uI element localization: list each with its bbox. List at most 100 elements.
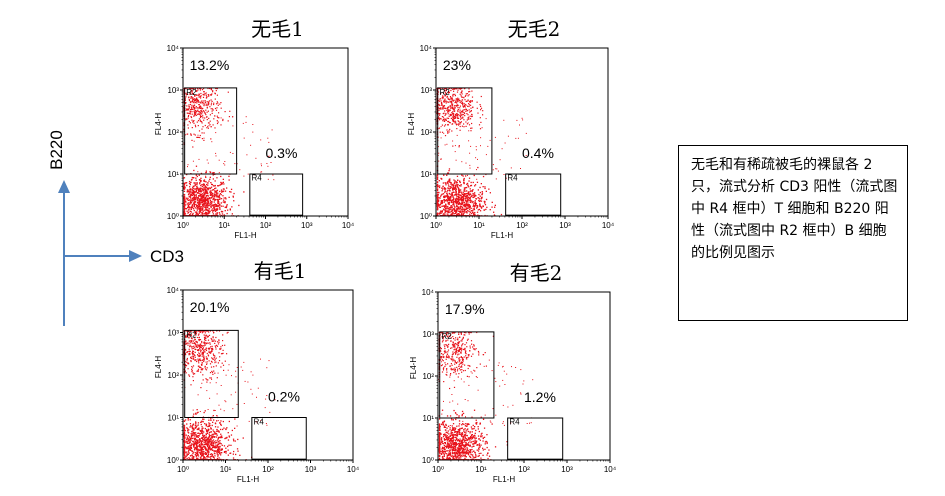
event-dot — [197, 354, 199, 356]
event-dot — [210, 87, 212, 90]
event-dot — [195, 422, 197, 424]
event-dot — [199, 194, 202, 196]
event-dot — [215, 440, 217, 442]
event-dot — [197, 101, 199, 103]
event-dot — [460, 203, 462, 205]
event-dot — [443, 209, 445, 211]
event-dot — [442, 95, 444, 97]
event-dot — [230, 444, 232, 446]
event-dot — [197, 171, 199, 173]
event-dot — [202, 379, 204, 381]
event-dot — [460, 92, 462, 94]
event-dot — [475, 157, 477, 159]
event-dot — [479, 128, 482, 130]
event-dot — [265, 398, 267, 400]
event-dot — [441, 409, 444, 411]
event-dot — [447, 117, 450, 119]
event-dot — [193, 107, 195, 109]
event-dot — [225, 206, 228, 209]
event-dot — [200, 363, 203, 366]
event-dot — [437, 146, 439, 148]
event-dot — [187, 133, 189, 135]
event-dot — [193, 193, 195, 195]
event-dot — [465, 94, 467, 97]
event-dot — [456, 186, 459, 188]
y-tick-label: 10¹ — [167, 414, 179, 423]
event-dot — [448, 197, 450, 200]
event-dot — [209, 456, 211, 458]
event-dot — [191, 87, 193, 90]
event-dot — [443, 201, 445, 203]
event-dot — [440, 102, 443, 104]
event-dot — [467, 105, 469, 107]
event-dot — [207, 330, 209, 332]
event-dot — [456, 200, 458, 202]
event-dot — [447, 210, 449, 212]
event-dot — [216, 457, 219, 460]
event-dot — [207, 200, 209, 202]
event-dot — [190, 200, 192, 202]
event-dot — [451, 454, 453, 456]
event-dot — [193, 196, 196, 198]
event-dot — [205, 339, 207, 341]
event-dot — [210, 366, 213, 368]
event-dot — [195, 443, 197, 445]
event-dot — [464, 95, 466, 97]
event-dot — [458, 203, 460, 205]
event-dot — [463, 112, 465, 114]
event-dot — [438, 100, 440, 102]
event-dot — [479, 191, 481, 194]
event-dot — [186, 118, 188, 120]
event-dot — [469, 152, 471, 154]
event-dot — [465, 456, 467, 458]
event-dot — [220, 102, 222, 104]
event-dot — [221, 190, 223, 192]
event-dot — [186, 336, 188, 338]
event-dot — [190, 202, 193, 204]
event-dot — [474, 192, 476, 194]
event-dot — [196, 341, 198, 343]
event-dot — [460, 121, 462, 123]
event-dot — [206, 440, 208, 442]
event-dot — [456, 91, 459, 93]
event-dot — [257, 387, 259, 389]
event-dot — [459, 125, 461, 128]
event-dot — [207, 379, 209, 381]
event-dot — [203, 438, 206, 440]
x-tick-label: 10⁰ — [177, 221, 189, 230]
event-dot — [197, 134, 199, 136]
event-dot — [242, 369, 244, 371]
event-dot — [195, 455, 197, 457]
event-dot — [199, 107, 201, 109]
event-dot — [223, 163, 225, 165]
event-dot — [438, 103, 440, 106]
event-dot — [220, 198, 223, 200]
event-dot — [222, 428, 224, 431]
event-dot — [187, 342, 189, 344]
event-dot — [460, 434, 463, 437]
event-dot — [243, 137, 245, 139]
event-dot — [446, 101, 448, 103]
event-dot — [204, 344, 206, 346]
event-dot — [452, 189, 454, 191]
event-dot — [459, 107, 461, 109]
event-dot — [441, 96, 443, 99]
event-dot — [200, 177, 202, 179]
panel-title: 有毛1 — [254, 259, 307, 283]
event-dot — [199, 198, 201, 200]
event-dot — [206, 432, 208, 434]
event-dot — [452, 112, 454, 115]
event-dot — [191, 369, 193, 372]
event-dot — [456, 98, 458, 101]
event-dot — [445, 188, 447, 190]
event-dot — [187, 428, 189, 430]
event-dot — [439, 185, 441, 187]
event-dot — [185, 119, 187, 121]
event-dot — [227, 331, 229, 333]
event-dot — [468, 103, 470, 105]
event-dot — [188, 189, 190, 191]
event-dot — [220, 202, 222, 204]
event-dot — [470, 207, 472, 209]
event-dot — [212, 444, 214, 446]
